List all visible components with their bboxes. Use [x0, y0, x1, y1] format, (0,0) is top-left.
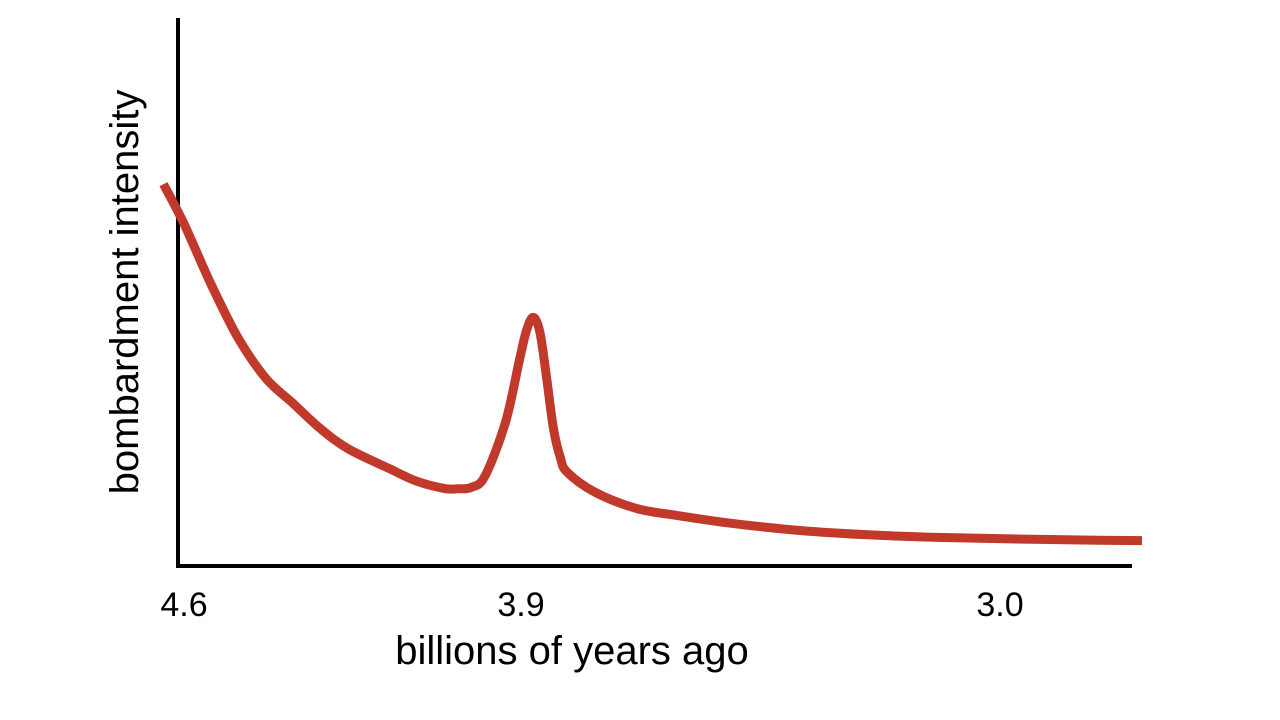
x-tick-label: 4.6: [160, 586, 207, 624]
y-axis-label: bombardment intensity: [103, 90, 147, 495]
x-axis-label: billions of years ago: [395, 629, 749, 673]
x-tick-label: 3.0: [976, 586, 1023, 624]
series-line: [159, 182, 1143, 546]
x-tick-label: 3.9: [497, 586, 544, 624]
